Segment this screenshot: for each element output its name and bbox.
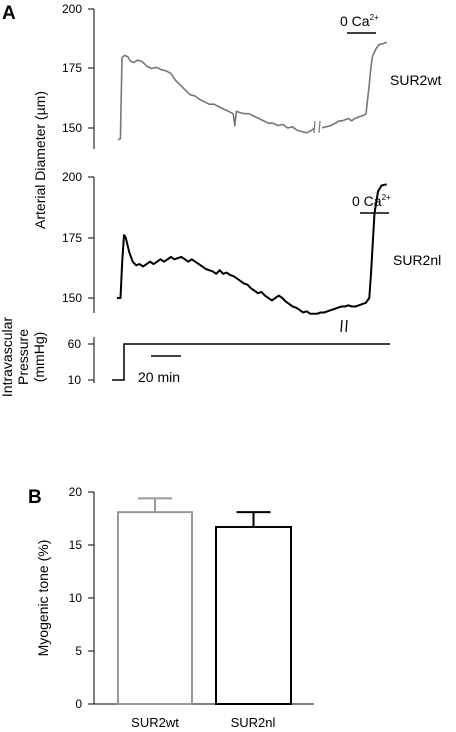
bar-sur2nl: [215, 525, 292, 705]
bar-tick-label-15: 15: [69, 538, 83, 552]
nl-diameter-trace: [117, 183, 387, 315]
wt-calcium-label: 0 Ca2+: [340, 13, 379, 29]
pressure-protocol: 60 10 Intravascular Pressure (mmHg): [0, 317, 390, 397]
nl-axis-break-mark: [340, 319, 349, 333]
bar-tick-label-20: 20: [69, 485, 83, 499]
pressure-title-line3: (mmHg): [31, 332, 47, 383]
nl-calcium-annotation: 0 Ca2+: [352, 193, 391, 214]
panel-a-letter: A: [2, 3, 16, 24]
pressure-title-line2: Pressure: [15, 329, 31, 385]
bar-axis-title: Myogenic tone (%): [35, 540, 51, 657]
bar-tick-label-5: 5: [75, 644, 82, 658]
bar-category-label-wt: SUR2wt: [131, 715, 179, 730]
pressure-title-line1: Intravascular: [0, 317, 15, 397]
bar-sur2wt: [117, 511, 193, 706]
wt-axis-break-mark: [313, 120, 322, 134]
bar-tick-label-10: 10: [69, 591, 83, 605]
nl-axis: 200 175 150: [62, 170, 95, 313]
wt-tick-label-150: 150: [62, 121, 82, 135]
bar-category-label-nl: SUR2nl: [231, 715, 276, 730]
wt-tick-label-200: 200: [62, 2, 82, 16]
pressure-tick-label-60: 60: [68, 337, 82, 351]
wt-calcium-annotation: 0 Ca2+: [340, 13, 379, 34]
wt-axis: 200 175 150: [62, 2, 95, 149]
bar-y-ticks: 20 15 10 5 0: [69, 485, 94, 711]
pressure-step-trace: [112, 343, 390, 381]
time-scale-label: 20 min: [138, 369, 180, 385]
panel-b-letter: B: [28, 487, 42, 508]
wt-series-label: SUR2wt: [390, 72, 441, 88]
diameter-axis-title: Arterial Diameter (µm): [32, 91, 48, 229]
nl-series-label: SUR2nl: [393, 252, 441, 268]
bar-chart-bars: [117, 497, 292, 706]
nl-tick-label-175: 175: [62, 231, 82, 245]
pressure-tick-label-10: 10: [68, 373, 82, 387]
nl-calcium-label: 0 Ca2+: [352, 193, 391, 209]
time-scale-bar: 20 min: [138, 355, 181, 385]
nl-tick-label-150: 150: [62, 291, 82, 305]
wt-diameter-trace: [117, 41, 388, 141]
wt-tick-label-175: 175: [62, 61, 82, 75]
nl-tick-label-200: 200: [62, 170, 82, 184]
bar-tick-label-0: 0: [75, 697, 82, 711]
